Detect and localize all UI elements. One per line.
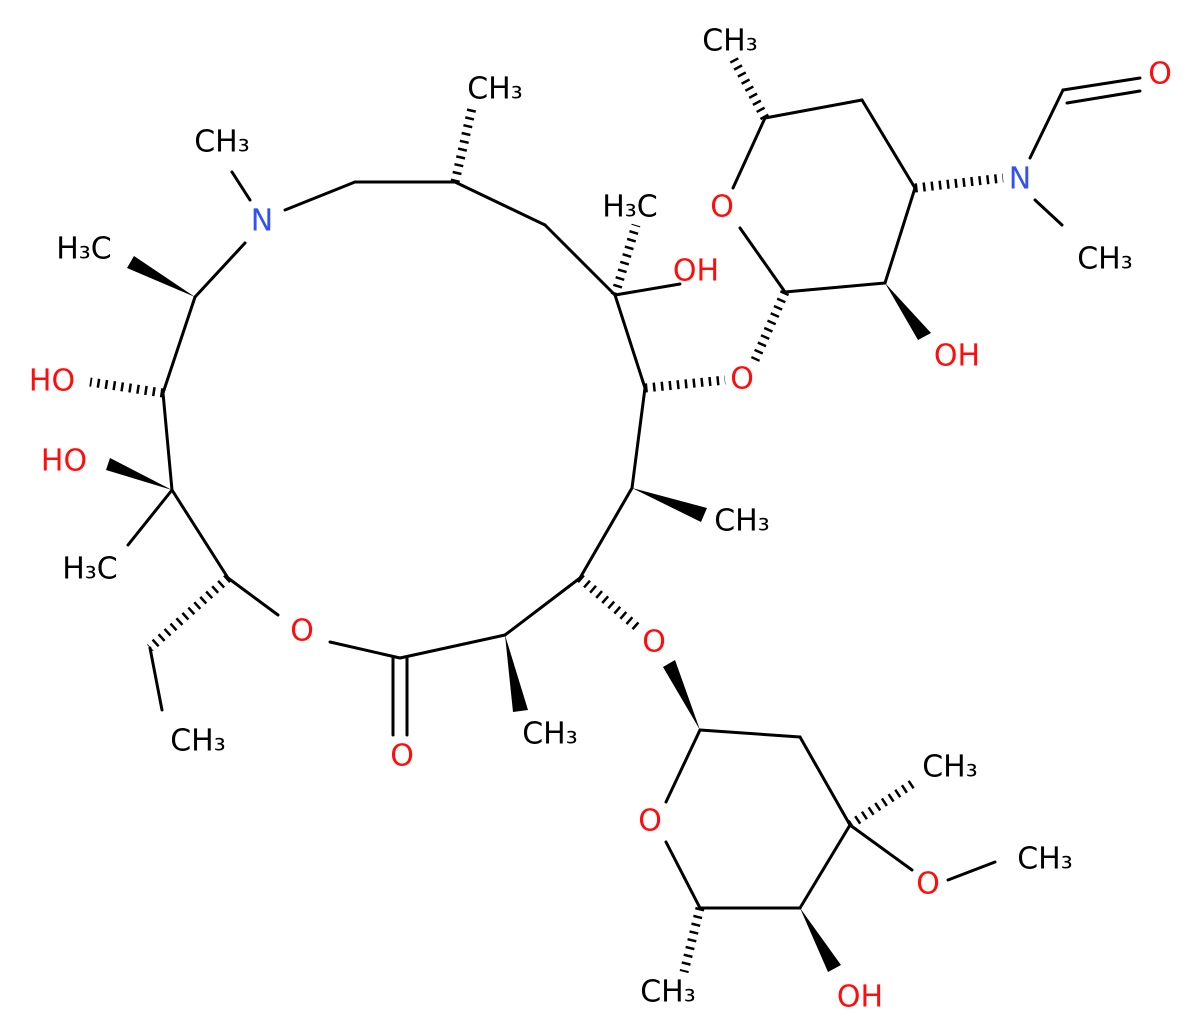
hash-bond [577, 574, 641, 632]
bond [1033, 198, 1064, 227]
bond [860, 98, 917, 190]
hash-bond [847, 778, 918, 829]
atom-label: HO [29, 364, 75, 399]
bond [731, 116, 767, 190]
bond [1061, 76, 1142, 92]
wedge-bond [632, 488, 707, 522]
hash-bond [89, 377, 164, 398]
bond [503, 576, 582, 637]
bonds [89, 55, 1142, 974]
atom-label: CH₃ [714, 504, 770, 539]
bond [798, 735, 852, 827]
atom-label: OH [837, 980, 883, 1015]
bond [783, 281, 887, 294]
atom-label: O [710, 190, 734, 225]
hash-bond [146, 574, 232, 652]
hash-bond [610, 223, 641, 297]
atom-label: CH₃ [1017, 842, 1073, 877]
atom-label: O [1148, 57, 1172, 92]
bond [613, 282, 682, 297]
atom-label: CH₃ [1077, 242, 1133, 277]
bond [630, 386, 647, 490]
atom-label: O [390, 739, 414, 774]
atom-label: N [1009, 162, 1031, 197]
atom-label: H₃C [56, 232, 112, 267]
atom-label: CH₃ [702, 24, 758, 59]
bond [798, 823, 852, 910]
atom-label: CH₃ [640, 975, 696, 1010]
bond [148, 646, 164, 712]
wedge-bond [127, 256, 195, 297]
atom-label: OH [934, 339, 980, 374]
bond [738, 226, 787, 294]
hash-bond [644, 375, 726, 393]
atom-label: O [730, 362, 754, 397]
bond [170, 488, 230, 580]
atom-label: CH₃ [922, 750, 978, 785]
hash-bond [750, 290, 790, 362]
bond [946, 860, 997, 882]
atom-label: HO [41, 444, 87, 479]
bond [578, 486, 634, 580]
bond [763, 98, 864, 120]
atom-label: N [251, 204, 273, 239]
atom-labels: CH₃ CH₃ N H₃C H₃C OH HO O HO CH₃ H₃C O O… [29, 24, 1172, 1015]
atom-label: OH [673, 254, 719, 289]
bond [1028, 88, 1065, 160]
bond [1065, 89, 1142, 105]
bond [161, 295, 197, 395]
hash-bond [679, 906, 705, 974]
bond [664, 840, 702, 910]
wedge-bond [800, 908, 841, 972]
bond [193, 241, 247, 299]
atom-label: O [642, 625, 666, 660]
wedge-bond [106, 458, 172, 490]
atom-label: H₃C [62, 552, 118, 587]
atom-label: CH₃ [194, 125, 250, 160]
hash-bond [914, 173, 1004, 193]
atom-label: CH₃ [170, 724, 226, 759]
bond [664, 728, 702, 804]
bond [230, 170, 252, 202]
bond [883, 186, 917, 285]
wedge-bond [663, 660, 700, 730]
wedge-bond [505, 635, 528, 712]
atom-label: CH₃ [467, 72, 523, 107]
bond [328, 640, 402, 660]
atom-label: H₃C [602, 190, 658, 225]
bond [126, 488, 174, 547]
hash-bond [729, 55, 769, 121]
wedge-bond [885, 283, 931, 340]
bond [283, 180, 357, 212]
atom-label: CH₃ [522, 717, 578, 752]
atom-label: O [916, 867, 940, 902]
hash-bond [450, 106, 477, 184]
bond [161, 391, 174, 492]
bond [398, 633, 507, 660]
bond [226, 576, 280, 617]
bond [613, 293, 647, 390]
atom-label: O [290, 614, 314, 649]
atom-label: O [638, 804, 662, 839]
bond [698, 728, 802, 739]
bond [848, 823, 914, 872]
bond [543, 223, 617, 297]
bond [453, 180, 547, 227]
